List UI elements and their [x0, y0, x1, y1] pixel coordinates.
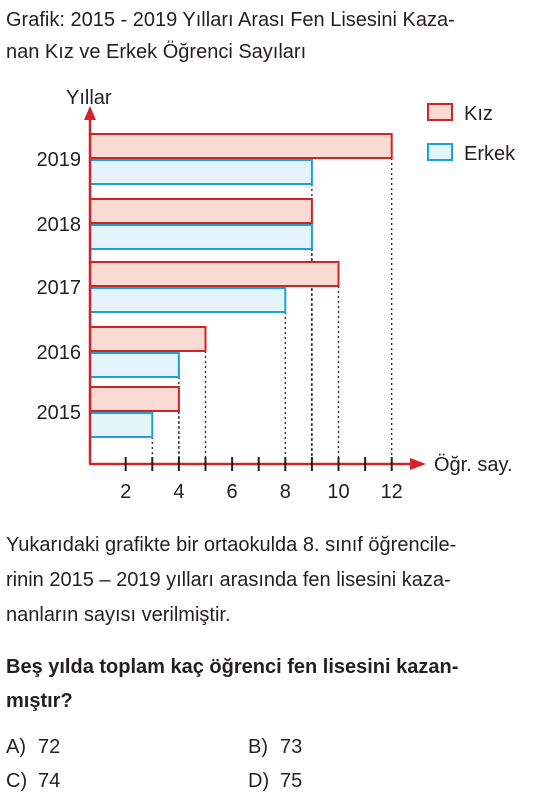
- option-letter: C): [6, 770, 28, 792]
- question-text: Beş yılda toplam kaç öğrenci fen lisesin…: [6, 650, 532, 718]
- paragraph-line: nanların sayısı verilmiştir.: [6, 604, 231, 626]
- legend-label-erkek: Erkek: [464, 143, 516, 165]
- bar-erkek-2015: [89, 412, 154, 438]
- bar-kız-2019: [89, 133, 393, 159]
- y-tick-label-2015: 2015: [37, 402, 82, 424]
- y-tick-label-2017: 2017: [37, 277, 82, 299]
- option-d[interactable]: D) 75: [248, 769, 302, 793]
- option-b[interactable]: B) 73: [248, 735, 302, 759]
- bar-kız-2015: [89, 386, 180, 412]
- y-tick-label-2016: 2016: [37, 342, 82, 364]
- option-a[interactable]: A) 72: [6, 735, 60, 759]
- bar-kız-2018: [89, 198, 313, 224]
- x-tick-label-10: 10: [327, 481, 349, 503]
- legend-label-kiz: Kız: [464, 103, 493, 125]
- y-axis-label: Yıllar: [66, 87, 112, 109]
- bar-kız-2016: [89, 326, 207, 352]
- y-tick-label-2018: 2018: [37, 214, 82, 236]
- y-axis-arrow: [84, 106, 96, 120]
- bar-erkek-2018: [89, 224, 313, 250]
- tick-labels: 2019 2018 2017 2016 2015 2 4 6 8 10 12: [37, 149, 403, 503]
- x-axis-label: Öğr. say.: [434, 454, 513, 476]
- description-paragraph: Yukarıdaki grafikte bir ortaokulda 8. sı…: [6, 528, 532, 633]
- x-tick-label-8: 8: [280, 481, 291, 503]
- bar-kız-2017: [89, 261, 340, 287]
- legend-swatch-erkek: [427, 143, 453, 161]
- legend-swatch-kiz: [427, 103, 453, 121]
- bars: [89, 133, 393, 438]
- option-letter: D): [248, 770, 270, 792]
- y-tick-label-2019: 2019: [37, 149, 82, 171]
- option-c[interactable]: C) 74: [6, 769, 60, 793]
- option-value: 73: [280, 736, 303, 758]
- legend: Kız Erkek: [427, 103, 516, 165]
- bar-erkek-2017: [89, 287, 287, 313]
- option-letter: A): [6, 736, 26, 758]
- question-line: mıştır?: [6, 690, 73, 712]
- bar-erkek-2019: [89, 159, 313, 185]
- option-value: 75: [280, 770, 303, 792]
- x-tick-label-2: 2: [120, 481, 131, 503]
- x-tick-label-12: 12: [381, 481, 403, 503]
- paragraph-line: Yukarıdaki grafikte bir ortaokulda 8. sı…: [6, 534, 457, 556]
- question-line: Beş yılda toplam kaç öğrenci fen lisesin…: [6, 656, 459, 678]
- x-tick-label-6: 6: [227, 481, 238, 503]
- chart-title-line: nan Kız ve Erkek Öğrenci Sayıları: [6, 41, 307, 63]
- option-value: 74: [38, 770, 61, 792]
- option-letter: B): [248, 736, 268, 758]
- option-value: 72: [38, 736, 61, 758]
- x-tick-label-4: 4: [173, 481, 184, 503]
- bar-chart: 2019 2018 2017 2016 2015 2 4 6 8 10 12 Yıllar Öğr.…: [37, 87, 517, 503]
- x-axis-arrow: [410, 458, 426, 470]
- x-ticks: [124, 457, 393, 471]
- axes: [84, 106, 426, 470]
- chart-title-line: Grafik: 2015 - 2019 Yılları Arası Fen Li…: [6, 9, 455, 31]
- paragraph-line: rinin 2015 – 2019 yılları arasında fen l…: [6, 569, 451, 591]
- bar-erkek-2016: [89, 352, 180, 378]
- chart-title: Grafik: 2015 - 2019 Yılları Arası Fen Li…: [6, 4, 532, 68]
